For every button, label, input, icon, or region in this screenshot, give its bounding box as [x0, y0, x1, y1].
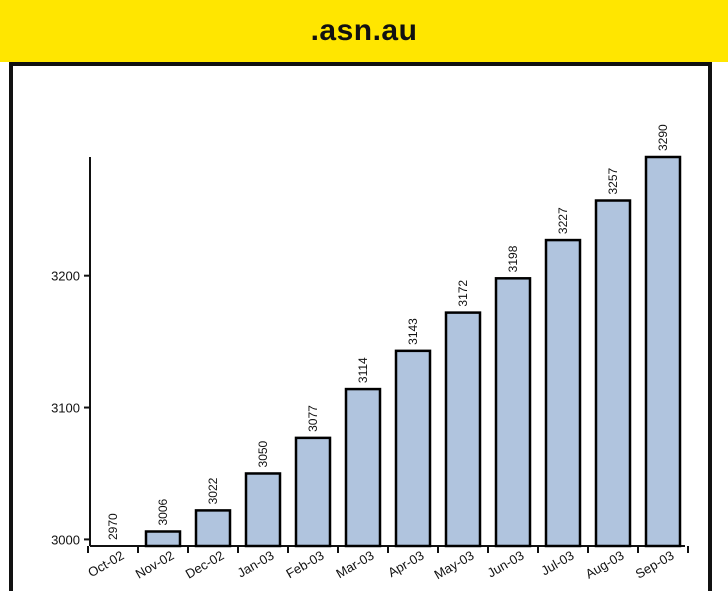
- x-category-label: Nov-02: [133, 548, 177, 582]
- bar: [544, 238, 582, 548]
- bar: [394, 349, 432, 548]
- data-label: 2970: [106, 513, 120, 540]
- x-category-label: Jul-03: [538, 548, 576, 579]
- bar: [444, 311, 482, 548]
- bar: [494, 277, 532, 548]
- x-category-label: Dec-02: [183, 548, 227, 582]
- y-tick-label: 3200: [51, 269, 80, 284]
- x-category-label: Jan-03: [235, 548, 277, 581]
- data-label: 3143: [406, 318, 420, 345]
- data-label: 3290: [656, 124, 670, 151]
- bar: [294, 436, 332, 548]
- data-label: 3050: [256, 440, 270, 467]
- x-category-label: Apr-03: [385, 548, 426, 581]
- x-category-label: Feb-03: [283, 548, 326, 582]
- data-label: 3077: [306, 405, 320, 432]
- bar: [194, 509, 232, 548]
- y-tick-label: 3000: [51, 532, 80, 547]
- data-label: 3114: [356, 357, 370, 383]
- x-category-label: Oct-02: [85, 548, 126, 580]
- title-band: .asn.au: [0, 0, 728, 62]
- data-label: 3172: [456, 280, 470, 307]
- x-category-label: Aug-03: [583, 548, 627, 582]
- x-category-label: Mar-03: [333, 548, 376, 582]
- x-category-label: Jun-03: [485, 548, 527, 581]
- data-label: 3022: [206, 477, 220, 504]
- bar: [244, 472, 282, 548]
- data-label: 3198: [506, 245, 520, 272]
- bar: [144, 530, 182, 548]
- bar: [644, 155, 682, 548]
- x-category-label: Sep-03: [633, 548, 677, 582]
- bar: [344, 387, 382, 548]
- page-title: .asn.au: [310, 14, 418, 47]
- data-label: 3227: [556, 207, 570, 234]
- data-label: 3257: [606, 167, 620, 194]
- bar: [594, 199, 632, 548]
- data-label: 3006: [156, 498, 170, 525]
- y-tick-label: 3100: [51, 401, 80, 416]
